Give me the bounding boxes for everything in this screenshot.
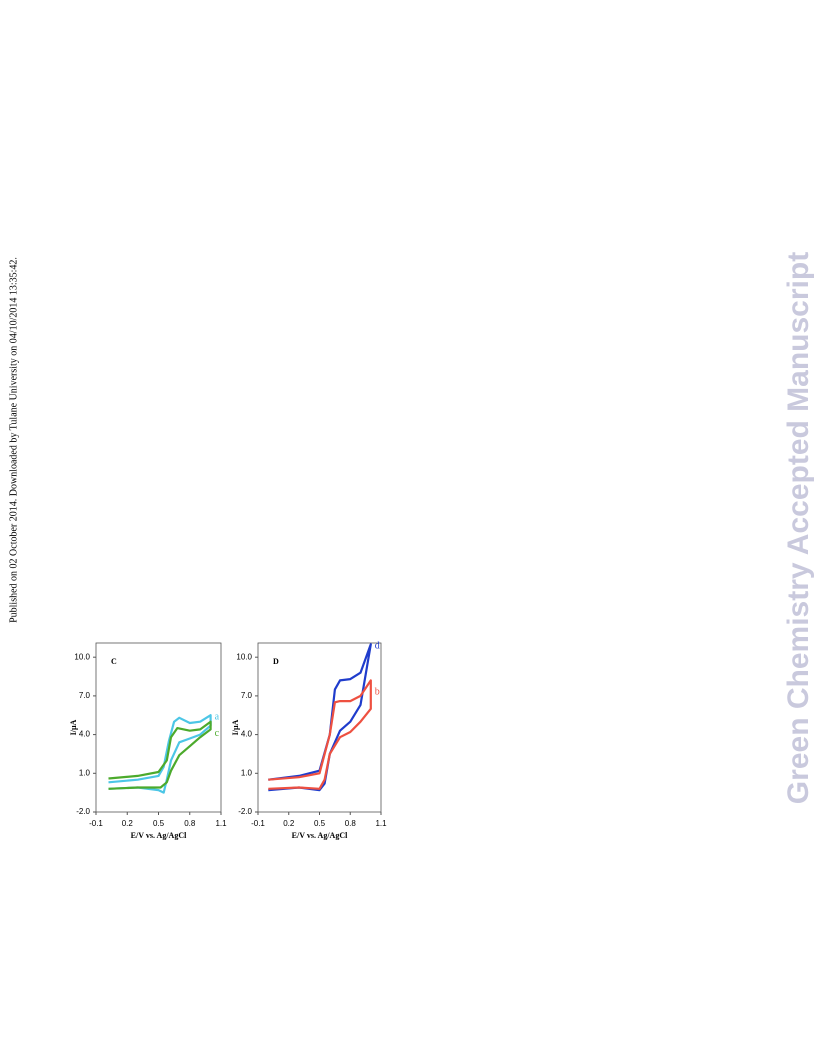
series-label: a [215,712,220,723]
download-note: Published on 02 October 2014. Downloaded… [8,257,19,623]
y-tick-label: 4.0 [79,730,91,739]
panel-label: C [111,657,117,666]
x-tick-label: 0.5 [153,819,165,828]
x-axis-title: E/V vs. Ag/AgCl [292,831,348,840]
x-tick-label: -0.1 [251,819,265,828]
series-label: d [375,641,380,652]
y-tick-label: 7.0 [241,691,253,700]
cv-curve [108,720,212,790]
y-tick-label: 1.0 [241,768,253,777]
x-tick-label: 1.1 [375,819,387,828]
watermark: Green Chemistry Accepted Manuscript [782,252,815,804]
series-label: b [375,687,380,698]
x-tick-label: 0.8 [345,819,357,828]
x-tick-label: -0.1 [89,819,103,828]
panel-label: D [273,657,279,666]
x-tick-label: 0.8 [184,819,196,828]
series-label: c [215,728,220,739]
x-tick-label: 1.1 [215,819,227,828]
y-tick-label: 10.0 [74,652,90,661]
x-tick-label: 0.2 [283,819,295,828]
y-tick-label: 4.0 [241,730,253,739]
y-tick-label: 1.0 [79,768,91,777]
cv-curve [268,679,372,790]
x-tick-label: 0.2 [122,819,134,828]
cv-curve [268,643,372,792]
y-tick-label: 10.0 [236,652,252,661]
cv-curve [108,714,212,794]
y-axis-title: I/μA [231,719,240,735]
y-tick-label: -2.0 [238,807,252,816]
y-tick-label: -2.0 [76,807,90,816]
y-tick-label: 7.0 [79,691,91,700]
y-axis-title: I/μA [69,719,78,735]
x-tick-label: 0.5 [314,819,326,828]
x-axis-title: E/V vs. Ag/AgCl [131,831,187,840]
